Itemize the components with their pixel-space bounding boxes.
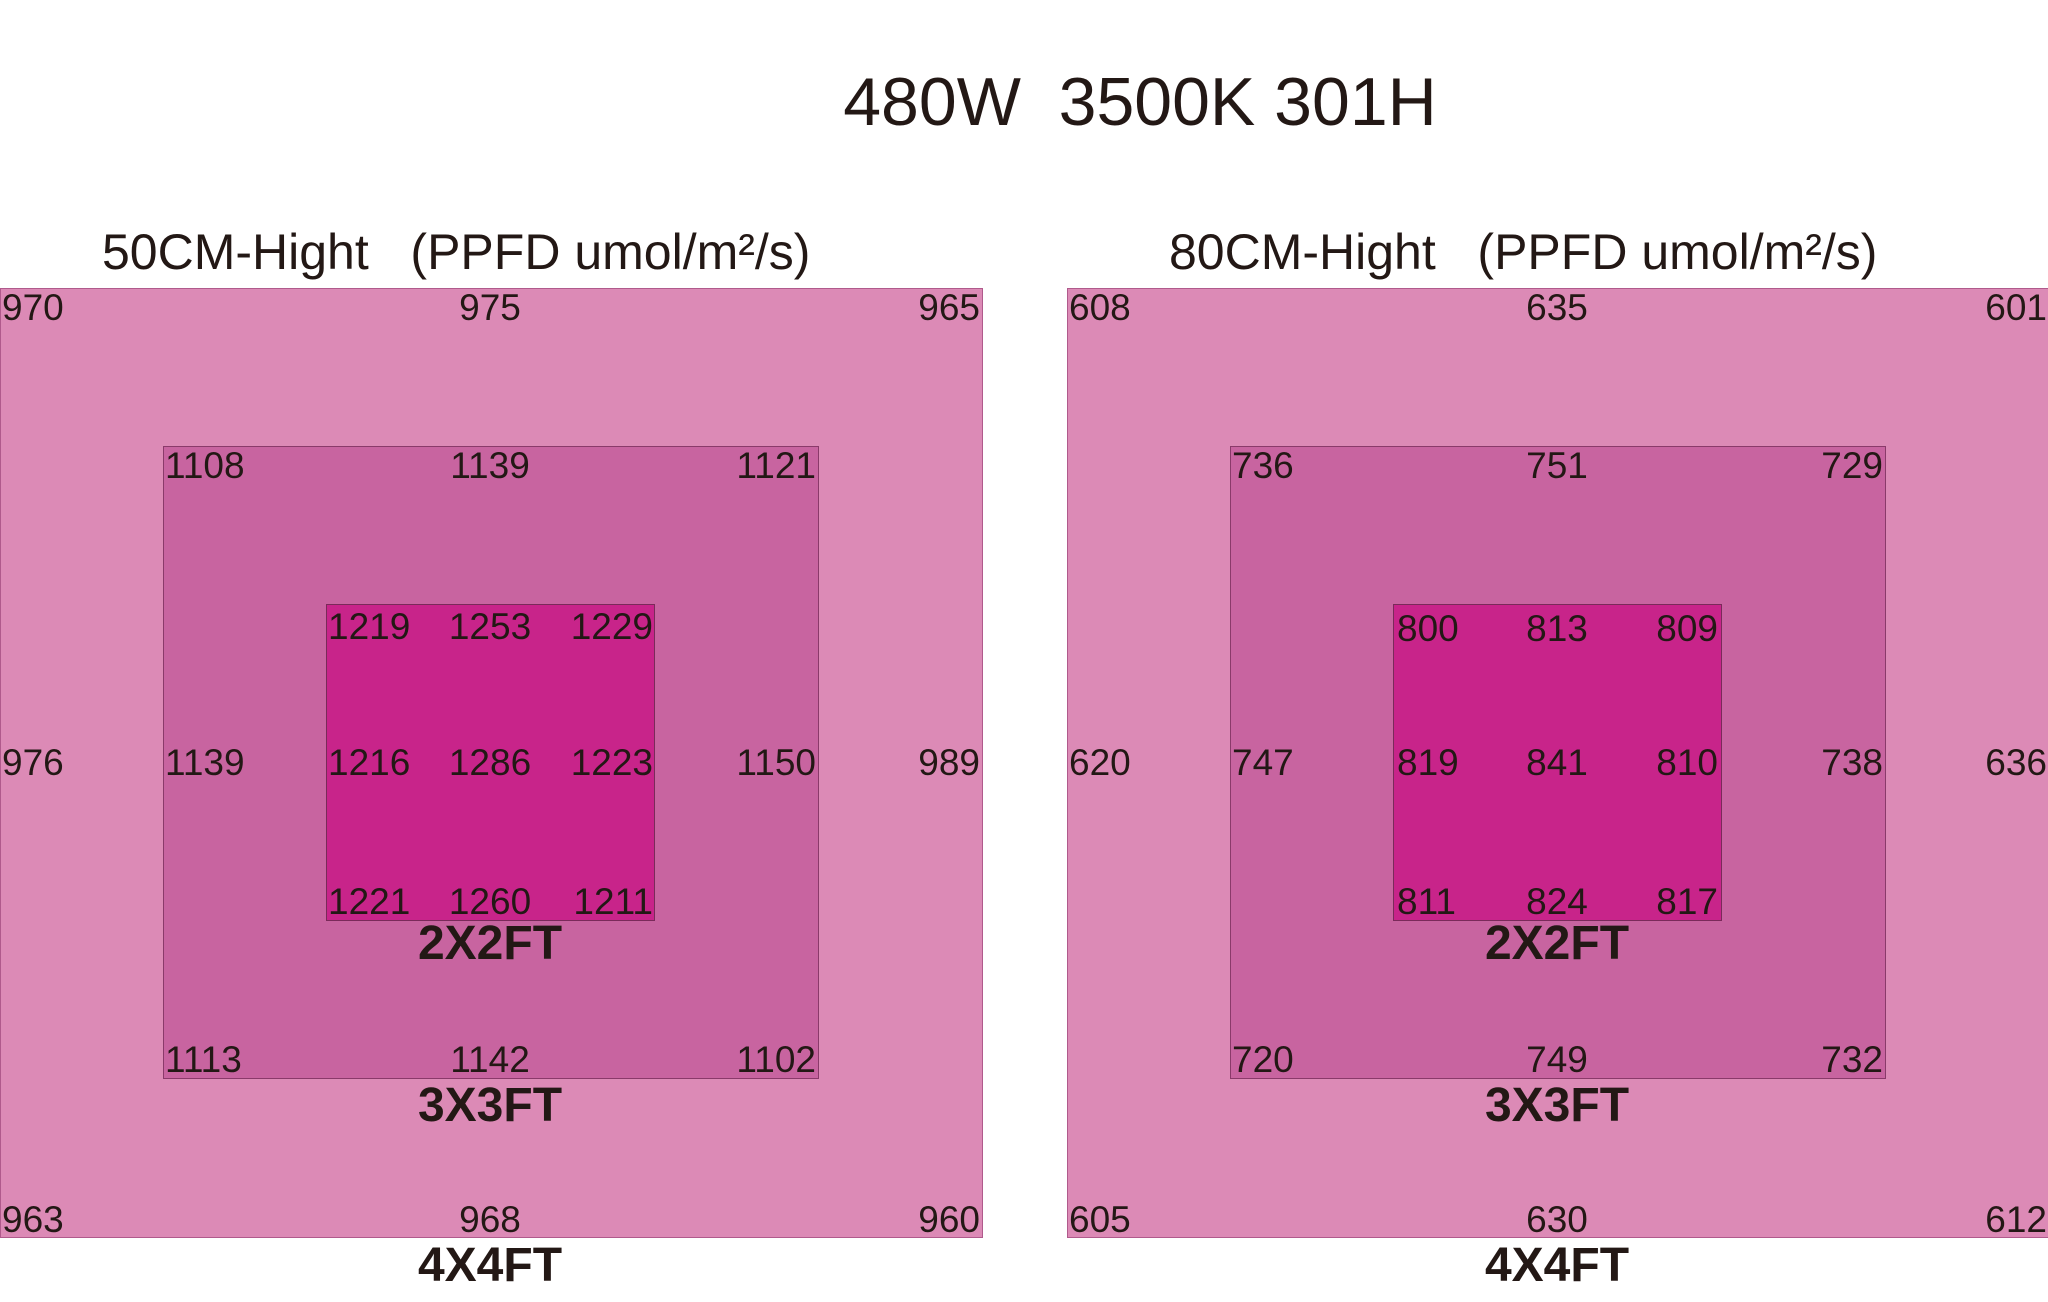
ppfd-value: 601 [1985, 287, 2047, 328]
ppfd-value: 824 [1526, 881, 1588, 922]
zone-2x2 [1393, 604, 1722, 921]
ppfd-value: 1229 [570, 606, 653, 647]
ppfd-value: 1139 [165, 742, 245, 783]
ppfd-map-50cm: 50CM-Hight (PPFD umol/m²/s) 970 975 965 … [0, 0, 1000, 1302]
ppfd-value: 800 [1397, 608, 1459, 649]
ppfd-map-80cm: 80CM-Hight (PPFD umol/m²/s) 608 635 601 … [1067, 0, 2048, 1302]
ppfd-value: 1139 [450, 445, 530, 486]
ppfd-value: 738 [1821, 742, 1883, 783]
ppfd-value: 1108 [165, 445, 245, 486]
zone-label-2x2: 2X2FT [417, 917, 563, 970]
ppfd-value: 975 [459, 287, 521, 328]
ppfd-value: 636 [1985, 742, 2047, 783]
ppfd-value: 749 [1526, 1039, 1588, 1080]
ppfd-value: 751 [1526, 445, 1588, 486]
ppfd-value: 1150 [736, 742, 816, 783]
ppfd-value: 732 [1821, 1039, 1883, 1080]
panel-heading: 50CM-Hight (PPFD umol/m²/s) [102, 224, 811, 280]
ppfd-value: 819 [1397, 742, 1459, 783]
zone-label-4x4: 4X4FT [1484, 1239, 1630, 1292]
ppfd-value: 809 [1656, 608, 1718, 649]
ppfd-value: 720 [1232, 1039, 1294, 1080]
chart-title: 480W 3500K 301H [843, 64, 1437, 140]
ppfd-value: 817 [1656, 881, 1718, 922]
zone-label-3x3: 3X3FT [417, 1079, 563, 1132]
ppfd-value: 811 [1397, 881, 1456, 922]
ppfd-value: 810 [1656, 742, 1718, 783]
ppfd-value: 1121 [736, 445, 816, 486]
zone-2x2 [326, 604, 655, 921]
ppfd-value: 612 [1985, 1199, 2047, 1240]
ppfd-value: 989 [918, 742, 980, 783]
ppfd-value: 1216 [328, 742, 411, 783]
ppfd-value: 635 [1526, 287, 1588, 328]
ppfd-value: 1102 [736, 1039, 816, 1080]
ppfd-value: 608 [1069, 287, 1131, 328]
ppfd-value: 1211 [573, 881, 653, 922]
ppfd-value: 1286 [448, 742, 532, 783]
ppfd-value: 1260 [448, 881, 532, 922]
zone-label-4x4: 4X4FT [417, 1239, 563, 1292]
ppfd-value: 620 [1069, 742, 1131, 783]
ppfd-value: 968 [459, 1199, 521, 1240]
ppfd-value: 970 [2, 287, 64, 328]
ppfd-value: 630 [1526, 1199, 1588, 1240]
ppfd-value: 965 [918, 287, 980, 328]
ppfd-value: 736 [1232, 445, 1294, 486]
zone-label-2x2: 2X2FT [1484, 917, 1630, 970]
ppfd-value: 747 [1232, 742, 1294, 783]
panel-heading: 80CM-Hight (PPFD umol/m²/s) [1169, 224, 1878, 280]
zone-label-3x3: 3X3FT [1484, 1079, 1630, 1132]
ppfd-value: 1113 [165, 1039, 242, 1080]
ppfd-value: 976 [2, 742, 64, 783]
ppfd-value: 963 [2, 1199, 64, 1240]
ppfd-value: 729 [1821, 445, 1883, 486]
ppfd-value: 1253 [448, 606, 532, 647]
ppfd-value: 605 [1069, 1199, 1131, 1240]
ppfd-value: 1223 [570, 742, 653, 783]
ppfd-value: 960 [918, 1199, 980, 1240]
ppfd-value: 1221 [328, 881, 411, 922]
ppfd-value: 813 [1526, 608, 1588, 649]
ppfd-value: 841 [1526, 742, 1588, 783]
ppfd-value: 1219 [328, 606, 411, 647]
ppfd-value: 1142 [450, 1039, 530, 1080]
